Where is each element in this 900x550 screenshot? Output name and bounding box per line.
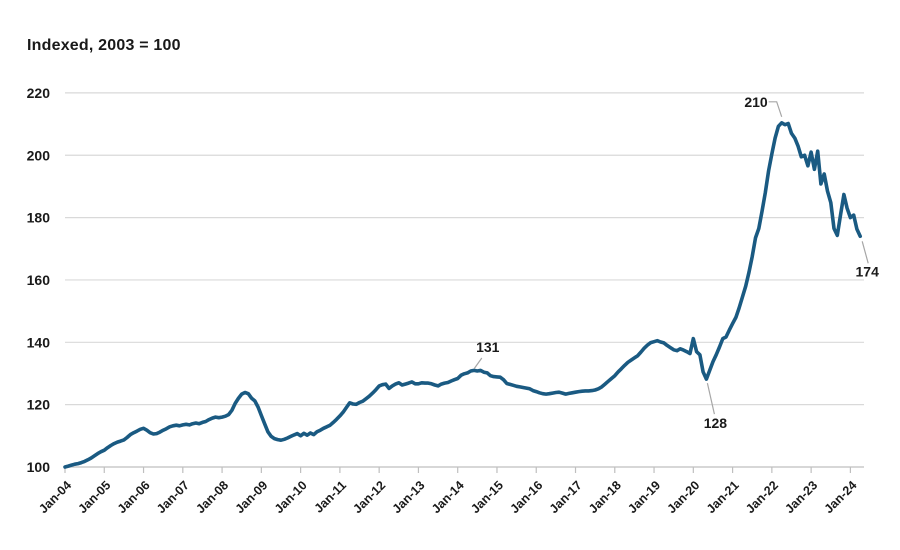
y-axis-tick-label: 120 [27, 397, 51, 413]
x-axis-tick-label: Jan-22 [743, 478, 781, 516]
x-axis-tick-label: Jan-18 [586, 478, 624, 516]
x-axis-tick-label: Jan-20 [665, 478, 703, 516]
annotation-label-131: 131 [476, 339, 500, 355]
y-axis-tick-label: 140 [27, 334, 51, 350]
data-series-line [63, 121, 863, 469]
x-axis-tick-label: Jan-10 [272, 478, 310, 516]
x-axis-tick-label: Jan-06 [115, 478, 153, 516]
x-axis-tick-label: Jan-16 [507, 478, 545, 516]
y-axis-tick-label: 100 [27, 459, 51, 475]
annotation-label-210: 210 [744, 94, 768, 110]
x-axis-tick-label: Jan-11 [312, 478, 349, 515]
y-axis-tick-label: 200 [27, 147, 51, 163]
x-axis-tick-label: Jan-17 [547, 478, 585, 516]
x-axis-tick-label: Jan-04 [36, 478, 74, 516]
x-axis-tick-label: Jan-23 [782, 478, 820, 516]
annotation-callout-line [861, 241, 869, 264]
x-axis-tick-label: Jan-07 [154, 478, 192, 516]
x-axis-tick-label: Jan-15 [468, 478, 506, 516]
y-axis-tick-label: 180 [27, 210, 51, 226]
annotation-label-128: 128 [704, 415, 728, 431]
annotation-callout-line [706, 382, 715, 415]
annotation-callout-line [473, 357, 483, 369]
x-axis-tick-label: Jan-05 [75, 478, 113, 516]
x-axis-tick-label: Jan-21 [704, 478, 742, 516]
x-axis-tick-label: Jan-09 [233, 478, 271, 516]
x-axis-tick-label: Jan-19 [625, 478, 663, 516]
x-axis-tick-label: Jan-12 [350, 478, 388, 516]
annotation-label-174: 174 [856, 263, 880, 279]
x-axis-tick-label: Jan-14 [429, 478, 467, 516]
y-axis-tick-label: 160 [27, 272, 51, 288]
chart-title: Indexed, 2003 = 100 [27, 37, 181, 54]
x-axis-tick-label: Jan-24 [822, 478, 860, 516]
x-axis-tick-label: Jan-08 [193, 478, 231, 516]
y-axis-tick-label: 220 [27, 85, 51, 101]
annotation-callout-line [768, 101, 783, 117]
x-axis-tick-label: Jan-13 [390, 478, 428, 516]
